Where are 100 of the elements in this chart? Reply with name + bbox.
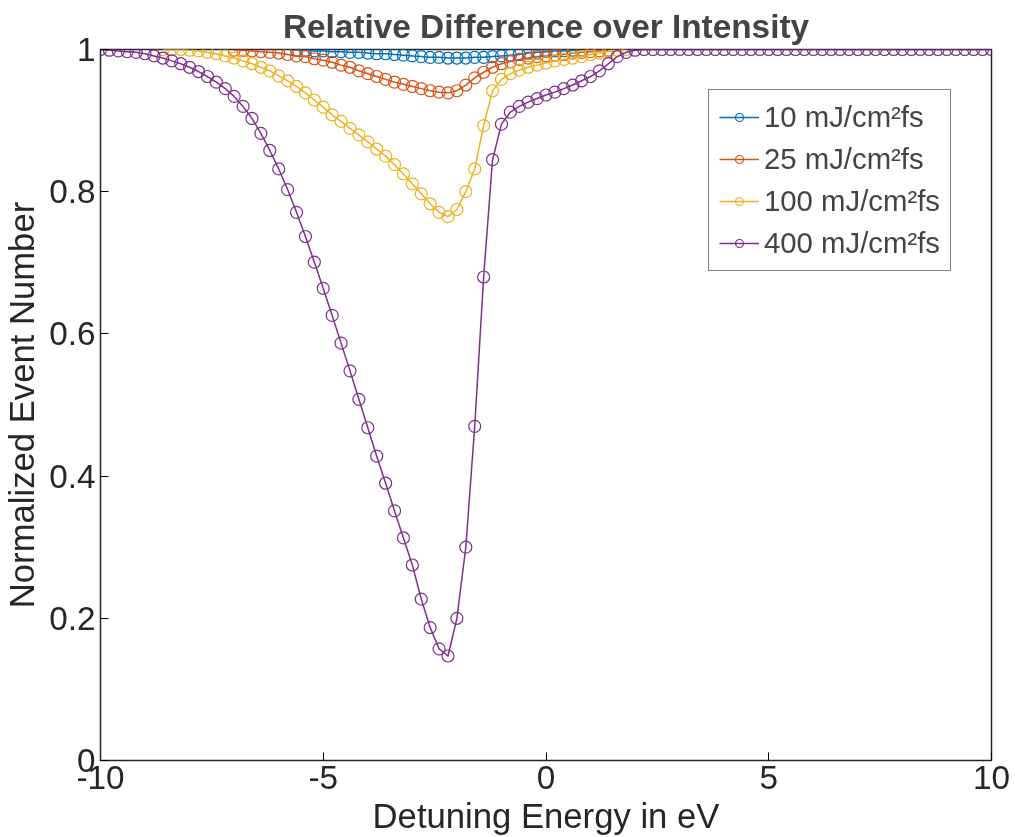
point [298, 86, 313, 100]
point [423, 197, 437, 211]
point [289, 79, 304, 94]
point [548, 54, 562, 68]
point [245, 57, 259, 71]
point [334, 114, 348, 128]
point [307, 52, 321, 66]
point [441, 86, 455, 100]
point [512, 63, 526, 77]
point [459, 185, 473, 199]
point [530, 50, 544, 64]
point [387, 158, 402, 172]
point [432, 85, 446, 99]
point [432, 205, 446, 219]
point [450, 51, 464, 65]
point [423, 84, 437, 98]
point [414, 187, 428, 201]
point [370, 69, 384, 84]
point [441, 51, 455, 65]
point [503, 67, 517, 81]
point [575, 50, 589, 64]
point [272, 49, 286, 60]
point [316, 100, 330, 114]
point [459, 78, 473, 92]
point [361, 49, 375, 60]
point [485, 84, 500, 98]
point [477, 118, 491, 133]
x-tick-label: 10 [972, 758, 1011, 796]
chart-title: Relative Difference over Intensity [282, 7, 810, 45]
x-tick-label: 5 [759, 758, 779, 796]
point [281, 74, 295, 88]
point [503, 49, 517, 62]
x-axis-title: Detuning Energy in eV [372, 796, 720, 835]
point [370, 49, 384, 61]
point [450, 202, 464, 217]
point [494, 49, 509, 63]
point [405, 49, 419, 63]
point [503, 55, 517, 69]
legend-label: 100 mJ/cm²fs [764, 184, 940, 218]
point [370, 142, 384, 156]
point [361, 135, 375, 149]
legend-label: 400 mJ/cm²fs [764, 226, 940, 260]
point [343, 60, 357, 74]
point [521, 60, 535, 74]
point [548, 49, 562, 62]
point [396, 167, 411, 181]
point [512, 52, 526, 67]
point [530, 58, 544, 72]
y-tick-label: 0.6 [49, 315, 96, 353]
point [325, 55, 339, 69]
point [494, 57, 509, 71]
point [432, 50, 446, 64]
point [405, 177, 419, 191]
y-tick-label: 0.4 [49, 457, 96, 495]
point [468, 71, 482, 85]
point [414, 82, 428, 96]
point [209, 49, 223, 61]
point [387, 75, 402, 89]
point [468, 162, 482, 176]
point [450, 84, 464, 98]
point [263, 49, 277, 59]
point [272, 69, 286, 83]
point [325, 108, 339, 122]
point [459, 51, 473, 65]
point [485, 60, 500, 74]
point [361, 67, 375, 81]
y-axis-title: Normalized Event Number [3, 201, 42, 609]
point [289, 49, 304, 63]
point [298, 50, 313, 64]
point [352, 64, 366, 78]
point [485, 50, 500, 64]
point [343, 49, 357, 59]
point [494, 72, 509, 86]
point [236, 54, 250, 68]
point [477, 50, 491, 64]
y-tick-label: 1 [76, 31, 96, 68]
point [352, 128, 366, 142]
point [254, 60, 268, 74]
point [334, 58, 348, 72]
point [263, 64, 277, 78]
point [307, 93, 321, 107]
point [512, 49, 526, 62]
point [521, 49, 535, 60]
point [396, 77, 411, 91]
point [379, 149, 393, 163]
x-tick-label: 0 [536, 758, 556, 796]
point [396, 49, 411, 62]
legend-label: 25 mJ/cm²fs [764, 142, 924, 176]
point [423, 50, 437, 64]
point [530, 49, 544, 59]
point [343, 121, 357, 136]
point [379, 49, 393, 61]
point [218, 49, 232, 63]
x-tick-label: -5 [308, 758, 339, 796]
point [281, 49, 295, 62]
y-tick-label: 0.2 [49, 599, 96, 637]
point [539, 56, 553, 70]
point [405, 79, 419, 94]
point [441, 210, 455, 224]
point [352, 49, 366, 59]
